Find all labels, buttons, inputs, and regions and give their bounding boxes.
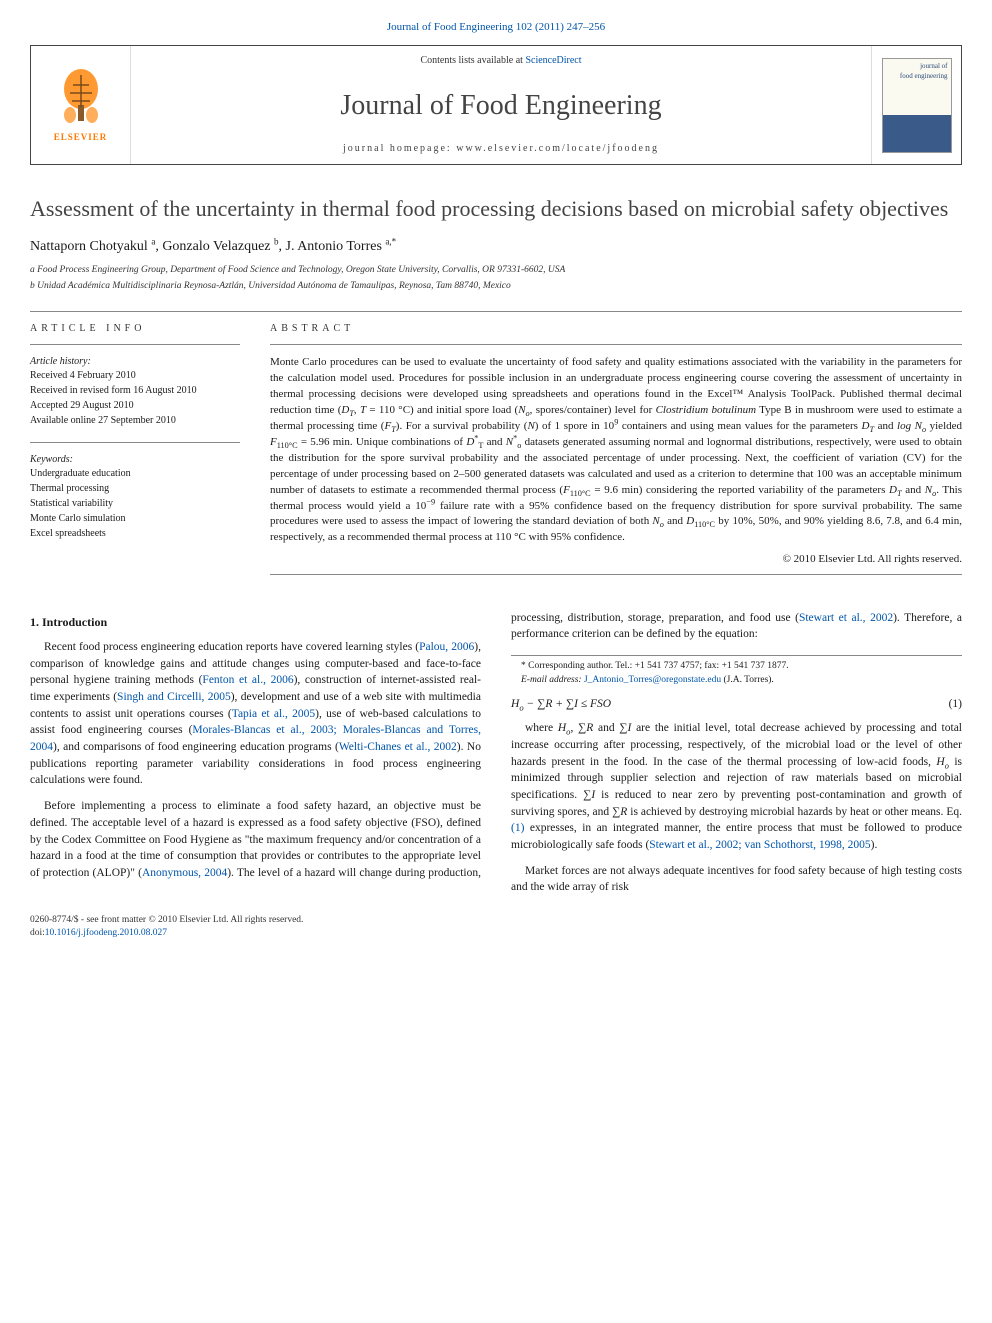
equation: Ho − ∑R + ∑I ≤ FSO [511, 696, 611, 713]
homepage-url: www.elsevier.com/locate/jfoodeng [456, 143, 659, 154]
history-items: Received 4 February 2010 Received in rev… [30, 369, 240, 428]
front-matter: 0260-8774/$ - see front matter © 2010 El… [30, 914, 303, 927]
doi-prefix: doi: [30, 928, 45, 938]
abstract-copyright: © 2010 Elsevier Ltd. All rights reserved… [270, 552, 962, 567]
keywords-list: Undergraduate education Thermal processi… [30, 467, 240, 541]
sciencedirect-link[interactable]: ScienceDirect [525, 55, 581, 66]
history-item: Received 4 February 2010 [30, 369, 240, 383]
cover-text: journal of food engineering [900, 62, 948, 80]
article-info: article info Article history: Received 4… [30, 322, 240, 585]
header-center: Contents lists available at ScienceDirec… [131, 46, 871, 164]
contents-line: Contents lists available at ScienceDirec… [131, 54, 871, 68]
homepage-prefix: journal homepage: [343, 143, 456, 154]
body-paragraph: Market forces are not always adequate in… [511, 863, 962, 896]
abstract-heading: abstract [270, 322, 962, 336]
keywords-label: Keywords: [30, 453, 240, 467]
equation-number: (1) [949, 696, 962, 713]
keyword: Statistical variability [30, 497, 240, 511]
footnote-block: * Corresponding author. Tel.: +1 541 737… [511, 655, 962, 688]
equation-row: Ho − ∑R + ∑I ≤ FSO (1) [511, 696, 962, 713]
corresponding-author: * Corresponding author. Tel.: +1 541 737… [511, 660, 962, 674]
section-heading: 1. Introduction [30, 614, 481, 631]
publisher-logo: ELSEVIER [31, 46, 131, 164]
elsevier-tree-icon [56, 67, 106, 127]
journal-name: Journal of Food Engineering [131, 86, 871, 125]
email-link[interactable]: J_Antonio_Torres@oregonstate.edu [584, 675, 721, 685]
keyword: Undergraduate education [30, 467, 240, 481]
body-paragraph: Recent food process engineering educatio… [30, 639, 481, 789]
keyword: Monte Carlo simulation [30, 512, 240, 526]
email-line: E-mail address: J_Antonio_Torres@oregons… [511, 674, 962, 688]
divider [30, 442, 240, 443]
affiliations: a Food Process Engineering Group, Depart… [30, 264, 962, 293]
footer-left: 0260-8774/$ - see front matter © 2010 El… [30, 914, 303, 941]
doi-line: doi:10.1016/j.jfoodeng.2010.08.027 [30, 927, 303, 940]
journal-header: ELSEVIER Contents lists available at Sci… [30, 45, 962, 165]
doi-link[interactable]: 10.1016/j.jfoodeng.2010.08.027 [45, 928, 167, 938]
top-citation-link[interactable]: Journal of Food Engineering 102 (2011) 2… [387, 21, 605, 33]
divider [270, 344, 962, 345]
divider [30, 344, 240, 345]
cover-thumbnail: journal of food engineering [882, 58, 952, 153]
history-item: Received in revised form 16 August 2010 [30, 384, 240, 398]
abstract-text: Monte Carlo procedures can be used to ev… [270, 355, 962, 546]
email-suffix: (J.A. Torres). [721, 675, 774, 685]
divider [270, 574, 962, 575]
article-title: Assessment of the uncertainty in thermal… [30, 195, 962, 223]
history-item: Accepted 29 August 2010 [30, 399, 240, 413]
body-columns: 1. Introduction Recent food process engi… [30, 610, 962, 896]
email-label: E-mail address: [521, 675, 584, 685]
body-paragraph: where Ho, ∑R and ∑I are the initial leve… [511, 720, 962, 853]
keyword: Excel spreadsheets [30, 527, 240, 541]
journal-cover: journal of food engineering [871, 46, 961, 164]
contents-prefix: Contents lists available at [420, 55, 525, 66]
authors: Nattaporn Chotyakul a, Gonzalo Velazquez… [30, 237, 962, 257]
top-citation: Journal of Food Engineering 102 (2011) 2… [30, 20, 962, 35]
history-label: Article history: [30, 355, 240, 369]
abstract: abstract Monte Carlo procedures can be u… [270, 322, 962, 585]
info-abstract-row: article info Article history: Received 4… [30, 322, 962, 585]
publisher-name: ELSEVIER [54, 131, 108, 144]
homepage-line: journal homepage: www.elsevier.com/locat… [131, 142, 871, 156]
keyword: Thermal processing [30, 482, 240, 496]
footer: 0260-8774/$ - see front matter © 2010 El… [30, 914, 962, 941]
affiliation-b: b Unidad Académica Multidisciplinaria Re… [30, 280, 962, 293]
affiliation-a: a Food Process Engineering Group, Depart… [30, 264, 962, 277]
divider [30, 311, 962, 312]
history-item: Available online 27 September 2010 [30, 414, 240, 428]
keywords-block: Keywords: Undergraduate education Therma… [30, 442, 240, 541]
article-info-heading: article info [30, 322, 240, 336]
